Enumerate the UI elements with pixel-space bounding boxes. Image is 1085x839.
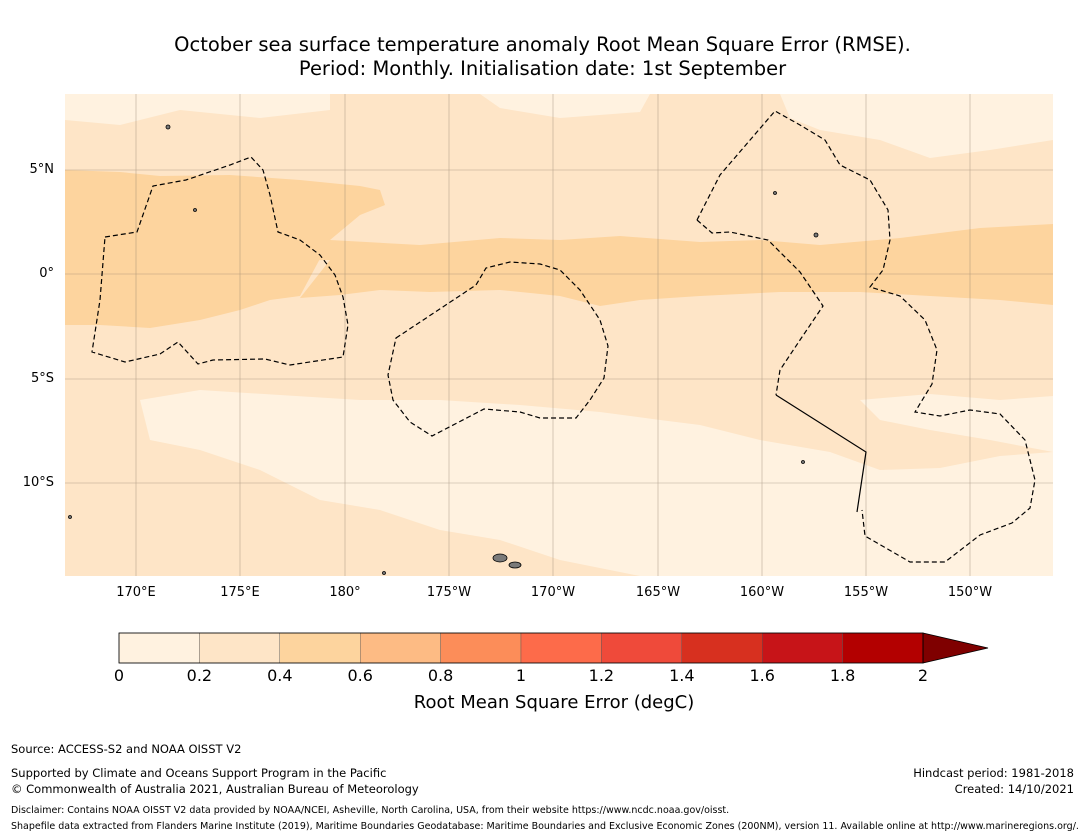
colorbar-tick-label: 1.2 (588, 666, 615, 685)
colorbar-label: Root Mean Square Error (degC) (413, 692, 695, 713)
eez-boundary-line-islands (696, 110, 1036, 563)
lon-label-175w: 175°W (426, 585, 472, 600)
colorbar-tick-label: 0.6 (347, 666, 373, 685)
lon-label-150w: 150°W (947, 585, 993, 600)
chart-title-line2: Period: Monthly. Initialisation date: 1s… (298, 57, 787, 80)
colorbar-swatch (199, 632, 280, 664)
eez-boundary-phoenix (387, 261, 609, 437)
colorbar-tick-label: 0.2 (186, 666, 213, 685)
rmse-band-light-north (65, 94, 330, 125)
island-jarvis (801, 460, 805, 464)
lon-label-165w: 165°W (635, 585, 681, 600)
colorbar-tick-label: 0 (113, 666, 125, 685)
island-wallis (68, 515, 72, 519)
colorbar-swatch (601, 632, 683, 664)
lat-label-5n: 5°N (29, 162, 55, 177)
colorbar-tick-label: 1.4 (669, 666, 695, 685)
lon-label-175e: 175°E (220, 585, 260, 600)
colorbar-swatch (520, 632, 602, 664)
eez-boundary-line-islands-west (696, 219, 824, 396)
island-swains (382, 571, 386, 575)
lon-label-160w: 160°W (739, 585, 785, 600)
colorbar-tick-label: 2 (917, 666, 929, 685)
footer-copyright: © Commonwealth of Australia 2021, Austra… (11, 782, 419, 796)
island-samoa-east (508, 561, 522, 569)
eez-boundaries (91, 110, 1036, 563)
colorbar-swatch (118, 632, 200, 664)
colorbar-swatch (681, 632, 763, 664)
colorbar-tick-label: 0.8 (427, 666, 454, 685)
chart-title-line1: October sea surface temperature anomaly … (174, 33, 911, 56)
colorbar-tick-label: 1 (515, 666, 527, 685)
lat-label-0: 0° (39, 266, 54, 281)
rmse-field (65, 94, 1053, 576)
colorbar-swatch (842, 632, 924, 664)
footer-source: Source: ACCESS-S2 and NOAA OISST V2 (11, 742, 242, 756)
colorbar-tick-label: 1.8 (829, 666, 856, 685)
island-tarawa (193, 208, 197, 212)
island-markers (68, 124, 819, 575)
footer-created: Created: 14/10/2021 (954, 782, 1074, 796)
gridlines (65, 94, 1053, 576)
lon-label-155w: 155°W (843, 585, 889, 600)
lat-label-5s: 5°S (30, 371, 54, 386)
island-fanning (773, 191, 777, 195)
island-kiritimati (813, 232, 819, 238)
footer-disclaimer: Disclaimer: Contains NOAA OISST V2 data … (11, 805, 730, 816)
lon-label-170w: 170°W (530, 585, 576, 600)
rmse-band-light-south-east (860, 394, 1053, 452)
lon-label-170e: 170°E (116, 585, 156, 600)
colorbar-frame (118, 632, 924, 664)
rmse-band-darker-equator (65, 224, 1053, 306)
eez-boundary-solid-segment (775, 394, 867, 513)
colorbar-tick-label: 0.4 (267, 666, 293, 685)
colorbar-swatches (118, 632, 924, 664)
island-tokelau (165, 124, 171, 130)
footer-shapefile: Shapefile data extracted from Flanders M… (11, 821, 1079, 832)
island-samoa-main (492, 553, 508, 563)
lon-label-180: 180° (329, 585, 361, 600)
eez-boundary-kiribati-gilbert (91, 156, 349, 366)
footer-supported: Supported by Climate and Oceans Support … (11, 766, 387, 780)
rmse-band-light-north-east (480, 94, 1053, 158)
colorbar-tick-label: 1.6 (749, 666, 775, 685)
lat-label-10s: 10°S (22, 475, 54, 490)
footer-hindcast: Hindcast period: 1981-2018 (913, 766, 1074, 780)
colorbar-extend-arrow (922, 632, 989, 664)
colorbar-swatch (360, 632, 441, 664)
colorbar-swatch (279, 632, 361, 664)
colorbar-swatch (762, 632, 843, 664)
colorbar-swatch (440, 632, 522, 664)
